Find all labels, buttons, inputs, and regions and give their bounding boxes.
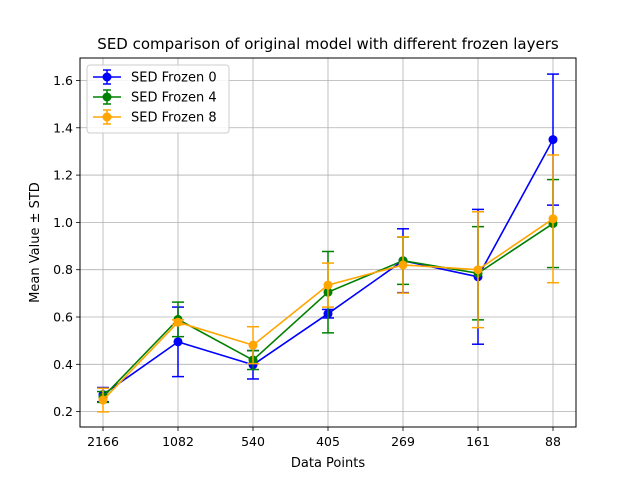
y-tick-label: 1.6 [53, 73, 73, 88]
x-tick-label: 161 [466, 434, 490, 449]
series-layer [97, 73, 559, 413]
data-point [473, 265, 483, 275]
x-axis-label: Data Points [291, 456, 365, 471]
chart-title: SED comparison of original model with di… [97, 35, 559, 53]
legend-box [86, 64, 230, 134]
legend-label: SED Frozen 4 [131, 91, 217, 106]
legend-swatch-marker [102, 112, 112, 122]
data-point [548, 214, 558, 224]
legend-item: SED Frozen 0 [93, 69, 217, 86]
data-point [398, 260, 408, 270]
y-tick-label: 1.4 [53, 120, 73, 135]
legend: SED Frozen 0 SED Frozen 4 SED Frozen 8 [86, 64, 230, 134]
y-tick-label: 1.2 [53, 168, 73, 183]
x-tick-label: 1082 [162, 434, 194, 449]
data-point [98, 395, 108, 405]
legend-label: SED Frozen 0 [131, 71, 217, 86]
legend-swatch-marker [102, 92, 112, 102]
ticks: 2166 1082 540 405 269 161 88 0.2 0.4 0.6 0.8 1.0 1.2… [53, 73, 561, 449]
x-tick-label: 540 [241, 434, 265, 449]
y-axis-label: Mean Value ± STD [28, 182, 43, 303]
data-point [248, 340, 258, 350]
legend-swatch-marker [102, 72, 112, 82]
data-point [323, 280, 333, 290]
x-tick-label: 88 [545, 434, 561, 449]
data-point [173, 317, 183, 327]
y-tick-label: 0.4 [53, 357, 73, 372]
x-tick-label: 405 [316, 434, 340, 449]
data-point [173, 337, 183, 347]
legend-label: SED Frozen 8 [131, 111, 217, 126]
legend-item: SED Frozen 4 [93, 89, 217, 106]
y-tick-label: 0.2 [53, 404, 73, 419]
data-point [548, 135, 558, 145]
series-2 [97, 154, 559, 413]
y-tick-label: 1.0 [53, 215, 73, 230]
legend-item: SED Frozen 8 [93, 109, 217, 126]
x-tick-label: 2166 [87, 434, 119, 449]
y-tick-label: 0.6 [53, 310, 73, 325]
y-tick-label: 0.8 [53, 262, 73, 277]
x-tick-label: 269 [391, 434, 415, 449]
